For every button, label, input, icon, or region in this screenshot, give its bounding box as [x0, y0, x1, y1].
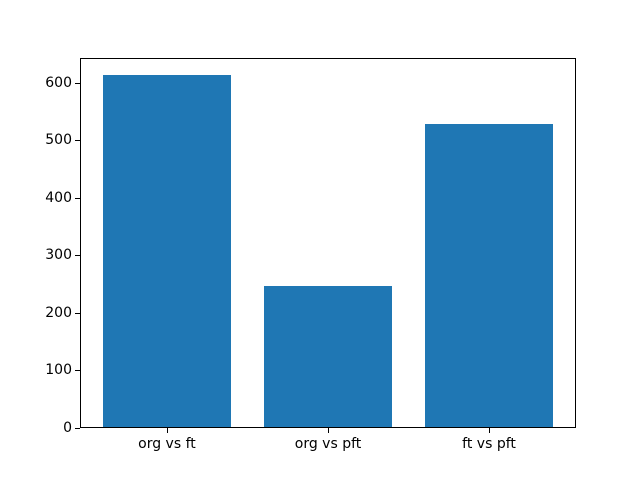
y-tick-label: 100: [45, 362, 72, 379]
x-axis-tick: [328, 427, 329, 433]
y-tick-label: 300: [45, 247, 72, 264]
bar-org-vs-ft: [102, 75, 232, 428]
y-axis-tick: [75, 197, 80, 199]
y-axis-tick: [75, 82, 80, 84]
y-axis-tick: [75, 312, 80, 314]
y-axis-tick: [75, 255, 80, 257]
y-tick-label: 600: [45, 74, 72, 91]
x-tick-label-org-vs-ft: org vs ft: [138, 435, 196, 452]
y-tick-label: 200: [45, 304, 72, 321]
y-axis-tick: [75, 427, 80, 429]
x-tick-label-ft-vs-pft: ft vs pft: [462, 435, 516, 452]
y-axis-tick: [75, 370, 80, 372]
y-axis-tick: [75, 140, 80, 142]
y-tick-label: 400: [45, 189, 72, 206]
bar-ft-vs-pft: [424, 123, 554, 428]
y-tick-label: 500: [45, 132, 72, 149]
y-tick-label: 0: [63, 419, 72, 436]
bar-org-vs-pft: [263, 285, 393, 428]
x-tick-label-org-vs-pft: org vs pft: [294, 435, 362, 452]
x-axis-tick: [166, 427, 168, 433]
x-axis-tick: [489, 427, 491, 433]
